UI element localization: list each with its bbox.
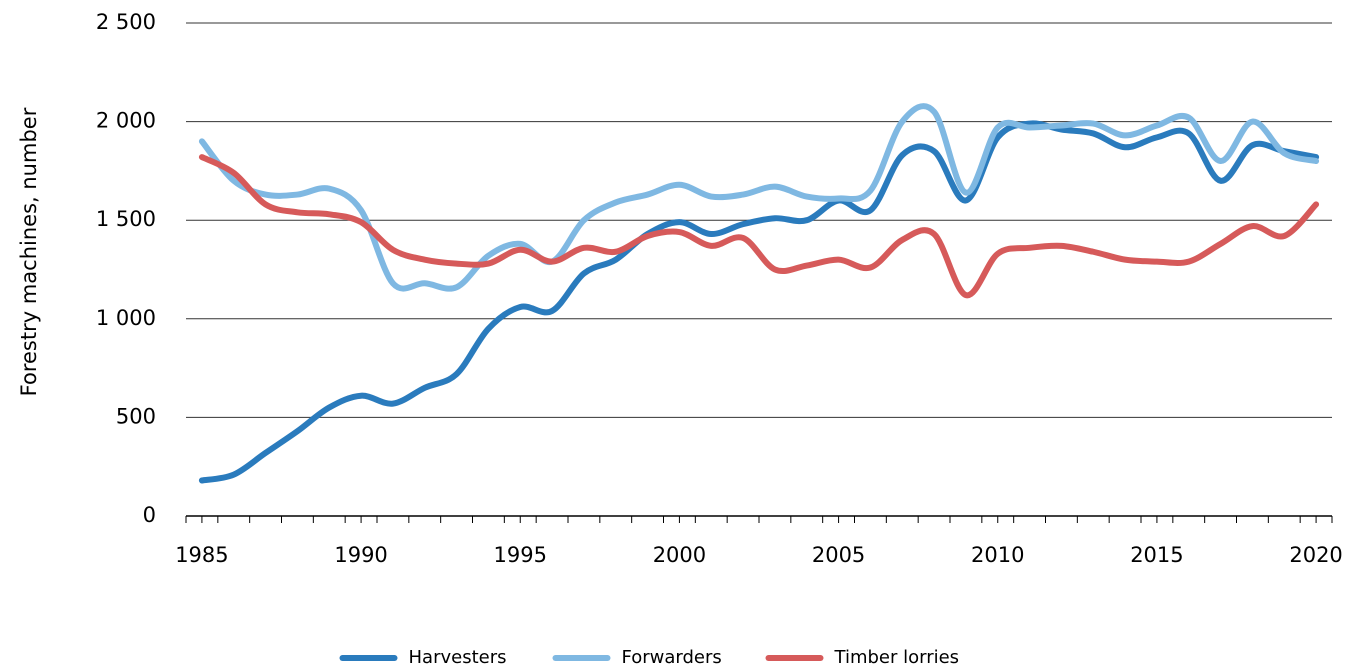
y-tick-label: 500 <box>116 404 156 428</box>
y-tick-label: 1 500 <box>96 207 156 231</box>
line-series <box>198 103 1320 292</box>
x-tick-label: 2015 <box>1130 543 1183 567</box>
line-series <box>198 120 1320 484</box>
y-tick-label: 2 500 <box>96 10 156 34</box>
legend-label: Timber lorries <box>834 647 960 668</box>
x-tick-label: 1985 <box>175 543 228 567</box>
line-series <box>198 154 1320 299</box>
x-tick-label: 2000 <box>653 543 706 567</box>
y-tick-label: 2 000 <box>96 109 156 133</box>
x-tick-label: 2010 <box>971 543 1024 567</box>
y-axis-label: Forestry machines, number <box>17 107 41 396</box>
x-tick-label: 2020 <box>1289 543 1342 567</box>
x-tick-label: 2005 <box>812 543 865 567</box>
legend-label: Harvesters <box>409 647 507 668</box>
legend-label: Forwarders <box>622 647 722 668</box>
x-tick-label: 1990 <box>334 543 387 567</box>
y-tick-label: 1 000 <box>96 306 156 330</box>
y-tick-label: 0 <box>143 503 156 527</box>
x-tick-label: 1995 <box>494 543 547 567</box>
